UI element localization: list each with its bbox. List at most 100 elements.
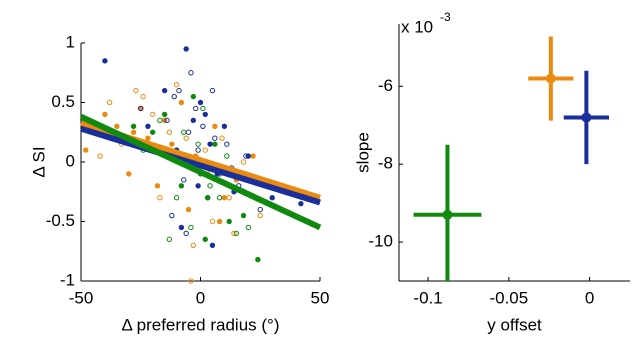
point bbox=[166, 236, 173, 243]
point bbox=[207, 183, 213, 189]
point bbox=[185, 129, 192, 135]
scale-exponent: -3 bbox=[440, 10, 451, 24]
point bbox=[102, 111, 108, 118]
point bbox=[183, 46, 189, 52]
y-tick-label: -6 bbox=[378, 76, 393, 95]
point bbox=[224, 153, 230, 159]
point bbox=[190, 93, 197, 100]
point bbox=[216, 218, 223, 225]
point bbox=[209, 218, 216, 225]
y-tick-label: 0 bbox=[66, 151, 75, 170]
y-tick-label: -1 bbox=[60, 270, 75, 289]
fit-line bbox=[79, 114, 322, 231]
x-axis-label: y offset bbox=[487, 315, 542, 334]
point bbox=[212, 135, 218, 141]
y-tick-label: -10 bbox=[368, 232, 393, 251]
point bbox=[161, 111, 168, 118]
point bbox=[209, 87, 216, 94]
point bbox=[212, 141, 218, 147]
point bbox=[188, 70, 194, 76]
point bbox=[173, 195, 180, 201]
point bbox=[195, 183, 201, 189]
point bbox=[178, 224, 185, 231]
point bbox=[581, 112, 592, 123]
point bbox=[114, 123, 120, 130]
point bbox=[157, 117, 163, 124]
point bbox=[195, 147, 201, 153]
x-tick-label: -0.05 bbox=[489, 288, 528, 307]
y-axis-label: Δ SI bbox=[29, 146, 48, 177]
point bbox=[83, 147, 89, 153]
point bbox=[212, 123, 218, 130]
point bbox=[145, 135, 151, 141]
point bbox=[202, 111, 208, 118]
point bbox=[442, 209, 453, 220]
y-tick-label: -0.5 bbox=[46, 211, 75, 230]
point bbox=[221, 195, 228, 201]
scale-label: x 10 bbox=[401, 17, 433, 36]
point bbox=[185, 206, 192, 213]
point bbox=[257, 206, 263, 213]
point bbox=[269, 195, 275, 201]
point bbox=[161, 87, 168, 94]
point bbox=[188, 224, 194, 231]
point bbox=[133, 87, 139, 94]
point bbox=[150, 129, 156, 135]
point bbox=[250, 153, 256, 159]
point bbox=[181, 177, 187, 183]
point bbox=[130, 123, 137, 130]
point bbox=[200, 123, 206, 130]
point bbox=[145, 123, 151, 130]
point bbox=[216, 195, 223, 201]
y-tick-label: 0.5 bbox=[51, 92, 75, 111]
point bbox=[188, 278, 194, 284]
point bbox=[240, 159, 247, 165]
point bbox=[166, 129, 173, 135]
point bbox=[169, 212, 175, 219]
point bbox=[226, 195, 232, 201]
point bbox=[138, 105, 144, 112]
point bbox=[157, 195, 163, 201]
point bbox=[178, 99, 185, 106]
point bbox=[202, 147, 208, 153]
point bbox=[231, 230, 237, 237]
point bbox=[190, 117, 197, 124]
point bbox=[224, 141, 230, 147]
point bbox=[221, 123, 228, 130]
point bbox=[150, 111, 156, 118]
point bbox=[219, 135, 225, 141]
y-tick-label: -8 bbox=[378, 154, 393, 173]
point bbox=[181, 129, 187, 135]
point bbox=[197, 99, 204, 106]
point bbox=[171, 93, 177, 100]
point bbox=[257, 212, 263, 219]
point bbox=[164, 117, 170, 124]
point bbox=[243, 153, 249, 159]
point bbox=[207, 141, 213, 147]
point bbox=[154, 183, 161, 189]
point bbox=[106, 99, 113, 106]
point bbox=[195, 141, 201, 147]
point bbox=[183, 230, 189, 237]
x-tick-label: 0 bbox=[196, 288, 205, 307]
fit-line bbox=[80, 125, 321, 206]
point bbox=[102, 58, 108, 64]
point bbox=[193, 105, 199, 112]
point bbox=[173, 81, 180, 88]
point bbox=[183, 135, 189, 141]
x-tick-label: 0 bbox=[585, 288, 594, 307]
point bbox=[169, 141, 175, 147]
point bbox=[126, 171, 132, 177]
point bbox=[140, 93, 146, 100]
point bbox=[255, 256, 261, 263]
point bbox=[97, 153, 103, 159]
x-tick-label: 50 bbox=[311, 288, 330, 307]
x-axis-label: Δ preferred radius (°) bbox=[122, 315, 280, 334]
x-tick-label: -50 bbox=[69, 288, 94, 307]
point bbox=[202, 236, 208, 243]
point bbox=[176, 87, 182, 94]
point bbox=[130, 129, 137, 135]
point bbox=[298, 200, 304, 207]
